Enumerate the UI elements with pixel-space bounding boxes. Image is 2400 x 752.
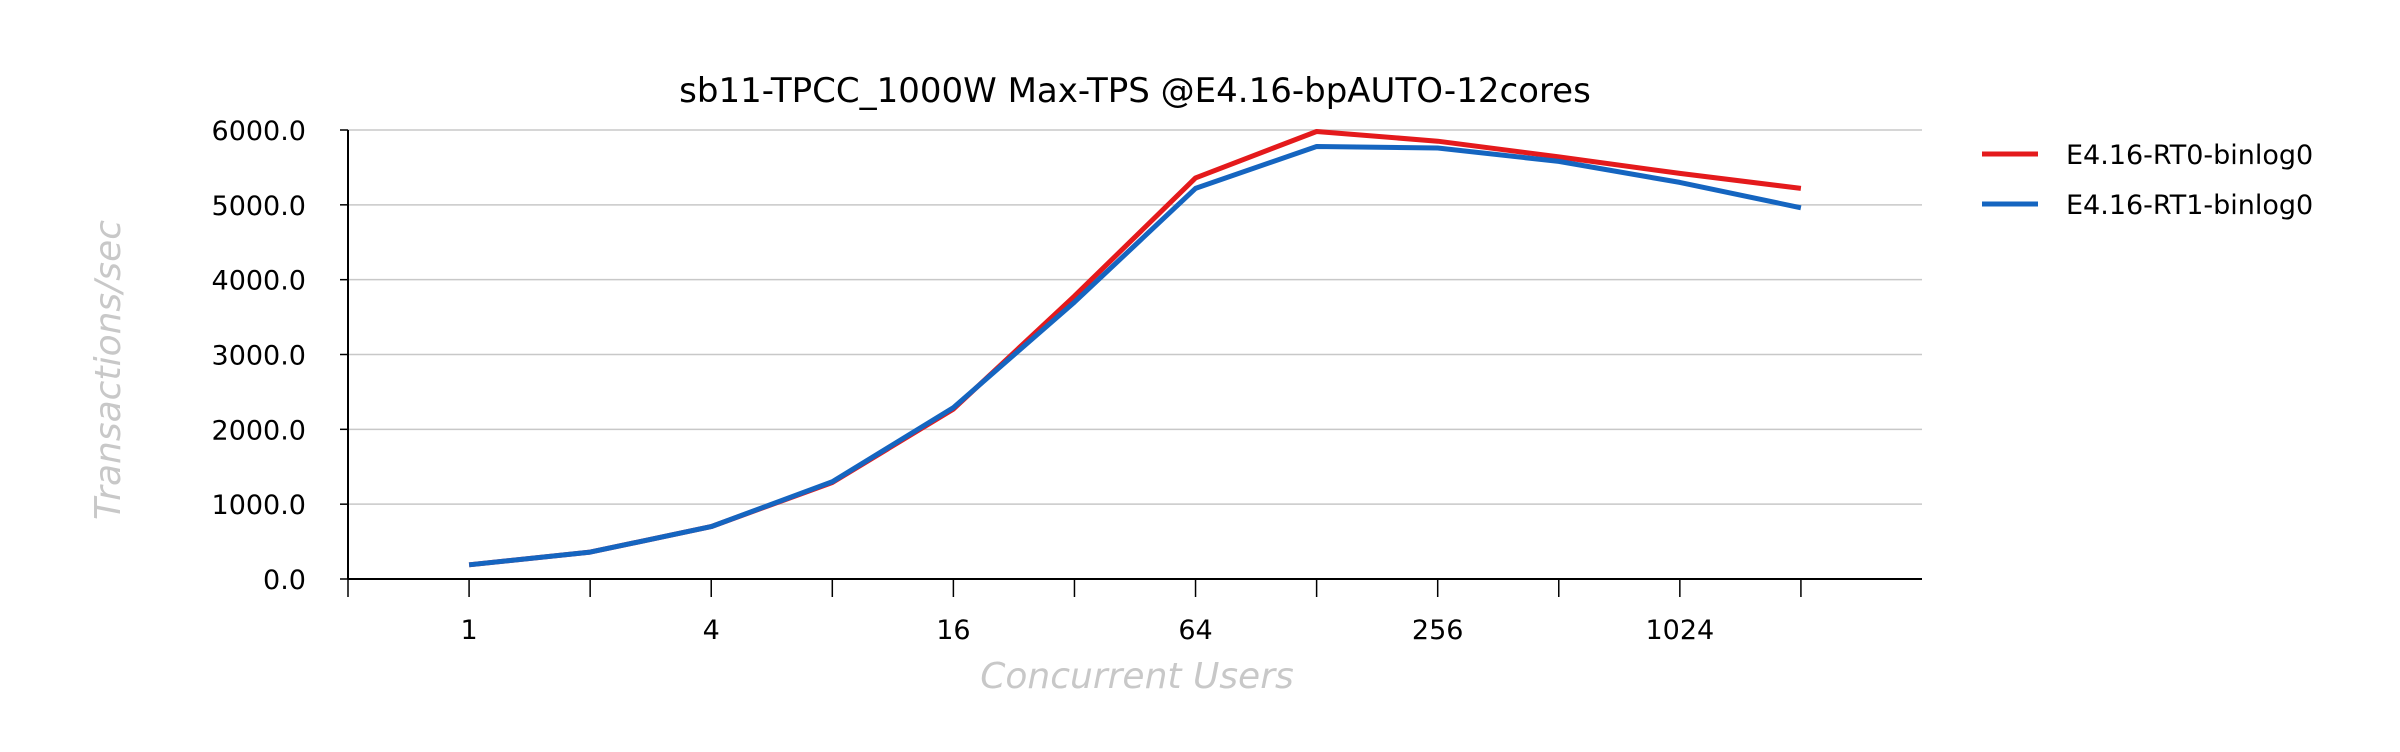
chart-title: sb11-TPCC_1000W Max-TPS @E4.16-bpAUTO-12… <box>679 71 1591 111</box>
legend-label: E4.16-RT1-binlog0 <box>2066 190 2313 221</box>
x-tick-label: 4 <box>703 615 720 646</box>
x-tick-label: 1024 <box>1645 615 1714 646</box>
series-line <box>468 129 1802 568</box>
y-axis-label: Transactions/sec <box>88 220 129 520</box>
x-tick-label: 16 <box>936 615 970 646</box>
y-tick-label: 1000.0 <box>212 490 306 521</box>
x-tick-label: 64 <box>1178 615 1212 646</box>
grid-lines <box>348 129 1922 505</box>
axes: 0.0 1000.0 2000.0 3000.0 4000.0 5000.0 6000.0 1… <box>212 116 1922 646</box>
legend-label: E4.16-RT0-binlog0 <box>2066 140 2313 171</box>
y-tick-label: 0.0 <box>263 565 306 596</box>
y-tick-label: 6000.0 <box>212 116 306 147</box>
series-line <box>468 144 1802 568</box>
x-axis-label: Concurrent Users <box>980 656 1294 697</box>
legend: E4.16-RT0-binlog0 E4.16-RT1-binlog0 <box>1982 140 2313 221</box>
y-tick-label: 4000.0 <box>212 266 306 297</box>
y-tick-label: 5000.0 <box>212 191 306 222</box>
y-tick-label: 2000.0 <box>212 415 306 446</box>
y-tick-label: 3000.0 <box>212 341 306 372</box>
x-tick-label: 1 <box>460 615 477 646</box>
series-lines <box>468 129 1802 568</box>
x-tick-label: 256 <box>1412 615 1464 646</box>
